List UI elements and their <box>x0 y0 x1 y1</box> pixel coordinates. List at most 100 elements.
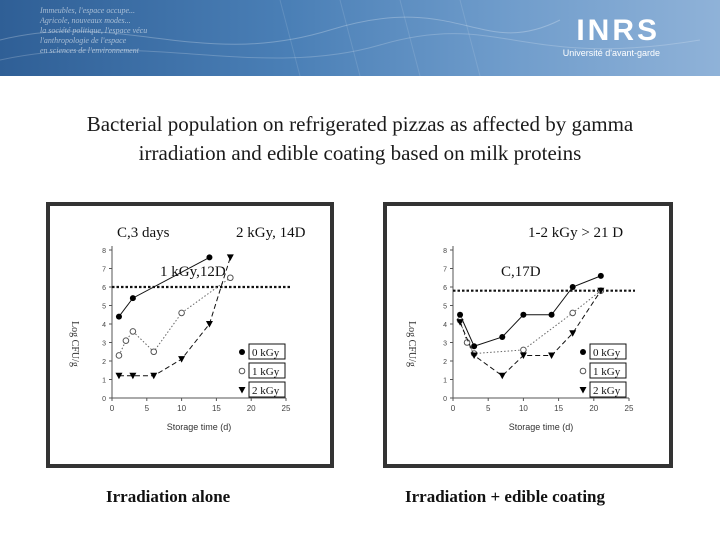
x-tick-label: 20 <box>247 404 256 413</box>
data-point <box>548 311 555 318</box>
y-tick-label: 3 <box>102 341 106 348</box>
data-point <box>178 356 186 363</box>
y-tick-label: 7 <box>102 267 106 274</box>
data-point <box>457 311 464 318</box>
data-point <box>499 333 506 340</box>
legend-marker <box>579 367 587 375</box>
left-annotation-1kgy: 1 kGy,12D <box>160 264 226 280</box>
legend-label: 0 kGy <box>593 347 621 359</box>
y-tick-label: 6 <box>443 285 447 292</box>
y-tick-label: 5 <box>443 304 447 311</box>
data-point <box>471 343 478 350</box>
left-annotation-2kgy: 2 kGy, 14D <box>236 225 306 241</box>
left-chart: 0 5 10 15 20 25 0 1 2 3 4 5 6 7 8 Storage time (d) Log C… <box>69 246 292 432</box>
series-0-kgy <box>115 254 213 320</box>
banner-faint-text: Immeubles, l'espace occupe... Agricole, … <box>40 6 148 55</box>
legend-marker <box>239 349 245 355</box>
data-point <box>206 254 213 261</box>
inrs-logo: INRS Université d'avant-garde <box>563 16 660 59</box>
right-annotation-1-2kgy: 1-2 kGy > 21 D <box>528 225 624 241</box>
data-point <box>226 254 234 261</box>
banner-decoration <box>0 0 701 76</box>
y-tick-label: 1 <box>102 378 106 385</box>
x-tick-label: 10 <box>519 404 528 413</box>
right-chart: 0 5 10 15 20 25 0 1 2 3 4 5 6 7 8 Storage time (d) Log C… <box>406 246 635 432</box>
data-point <box>569 284 576 290</box>
x-tick-label: 15 <box>554 404 563 413</box>
data-point <box>520 311 527 318</box>
data-point <box>115 313 122 320</box>
series-1-kgy <box>115 274 234 359</box>
header-banner: Immeubles, l'espace occupe... Agricole, … <box>0 0 720 76</box>
data-point <box>205 321 213 328</box>
data-point <box>122 337 130 344</box>
data-point <box>519 352 527 359</box>
series-0-kgy <box>457 272 604 350</box>
legend-label: 1 kGy <box>252 366 280 378</box>
data-point <box>115 372 123 380</box>
data-point <box>569 330 577 337</box>
data-point <box>597 287 605 295</box>
y-tick-label: 0 <box>443 396 447 403</box>
series-line <box>459 275 602 347</box>
x-tick-label: 5 <box>145 404 150 413</box>
y-tick-label: 7 <box>443 267 447 274</box>
x-tick-label: 5 <box>486 404 491 413</box>
y-axis-label: Log CFU/g <box>69 321 80 367</box>
legend-label: 2 kGy <box>593 385 621 397</box>
legend-box <box>589 381 627 398</box>
legend-marker <box>579 387 587 394</box>
x-tick-label: 0 <box>110 404 115 413</box>
y-tick-label: 6 <box>102 285 106 292</box>
y-tick-label: 4 <box>102 322 106 329</box>
x-tick-label: 25 <box>625 404 634 413</box>
right-chart-panel: 0 5 10 15 20 25 0 1 2 3 4 5 6 7 8 Storage time (d) Log C… <box>383 202 673 468</box>
series-1-kgy <box>456 287 605 357</box>
x-axis-label: Storage time (d) <box>167 422 232 432</box>
x-tick-label: 10 <box>177 404 186 413</box>
data-point <box>129 372 137 380</box>
x-tick-label: 20 <box>589 404 598 413</box>
legend-box <box>248 381 286 398</box>
x-tick-label: 15 <box>212 404 221 413</box>
legend-label: 0 kGy <box>252 347 280 359</box>
data-point <box>178 309 185 317</box>
legend-marker <box>238 387 246 394</box>
data-point <box>456 319 464 326</box>
slide-title: Bacterial population on refrigerated piz… <box>86 112 634 165</box>
legend-box <box>248 343 286 360</box>
y-tick-label: 5 <box>102 304 106 311</box>
logo-tagline: Université d'avant-garde <box>562 48 660 58</box>
series-line <box>118 257 231 377</box>
right-annotation-c: C,17D <box>501 264 541 280</box>
left-annotation-c: C,3 days <box>117 225 170 241</box>
legend-box <box>589 362 627 379</box>
logo-name: INRS <box>576 14 660 47</box>
legend-label: 2 kGy <box>252 385 280 397</box>
legend-box <box>248 362 286 379</box>
y-tick-label: 3 <box>443 341 447 348</box>
data-point <box>498 372 506 380</box>
y-tick-label: 1 <box>443 378 447 385</box>
legend-marker <box>580 349 586 355</box>
data-point <box>115 352 123 359</box>
data-point <box>548 352 556 359</box>
data-point <box>569 309 576 317</box>
legend-marker <box>238 367 246 375</box>
data-point <box>520 346 527 354</box>
y-tick-label: 2 <box>102 359 106 366</box>
data-point <box>129 328 137 335</box>
series-line <box>459 290 602 377</box>
y-tick-label: 0 <box>102 396 106 403</box>
data-point <box>227 274 234 282</box>
data-point <box>129 295 136 302</box>
legend-box <box>589 343 627 360</box>
x-tick-label: 25 <box>282 404 291 413</box>
left-chart-panel: 0 5 10 15 20 25 0 1 2 3 4 5 6 7 8 Storage time (d) Log C… <box>46 202 334 468</box>
right-caption: Irradiation + edible coating <box>405 487 605 506</box>
x-axis-label: Storage time (d) <box>509 422 574 432</box>
legend-label: 1 kGy <box>593 366 621 378</box>
series-2-kgy <box>456 287 605 380</box>
data-point <box>597 272 604 279</box>
data-point <box>470 352 478 359</box>
